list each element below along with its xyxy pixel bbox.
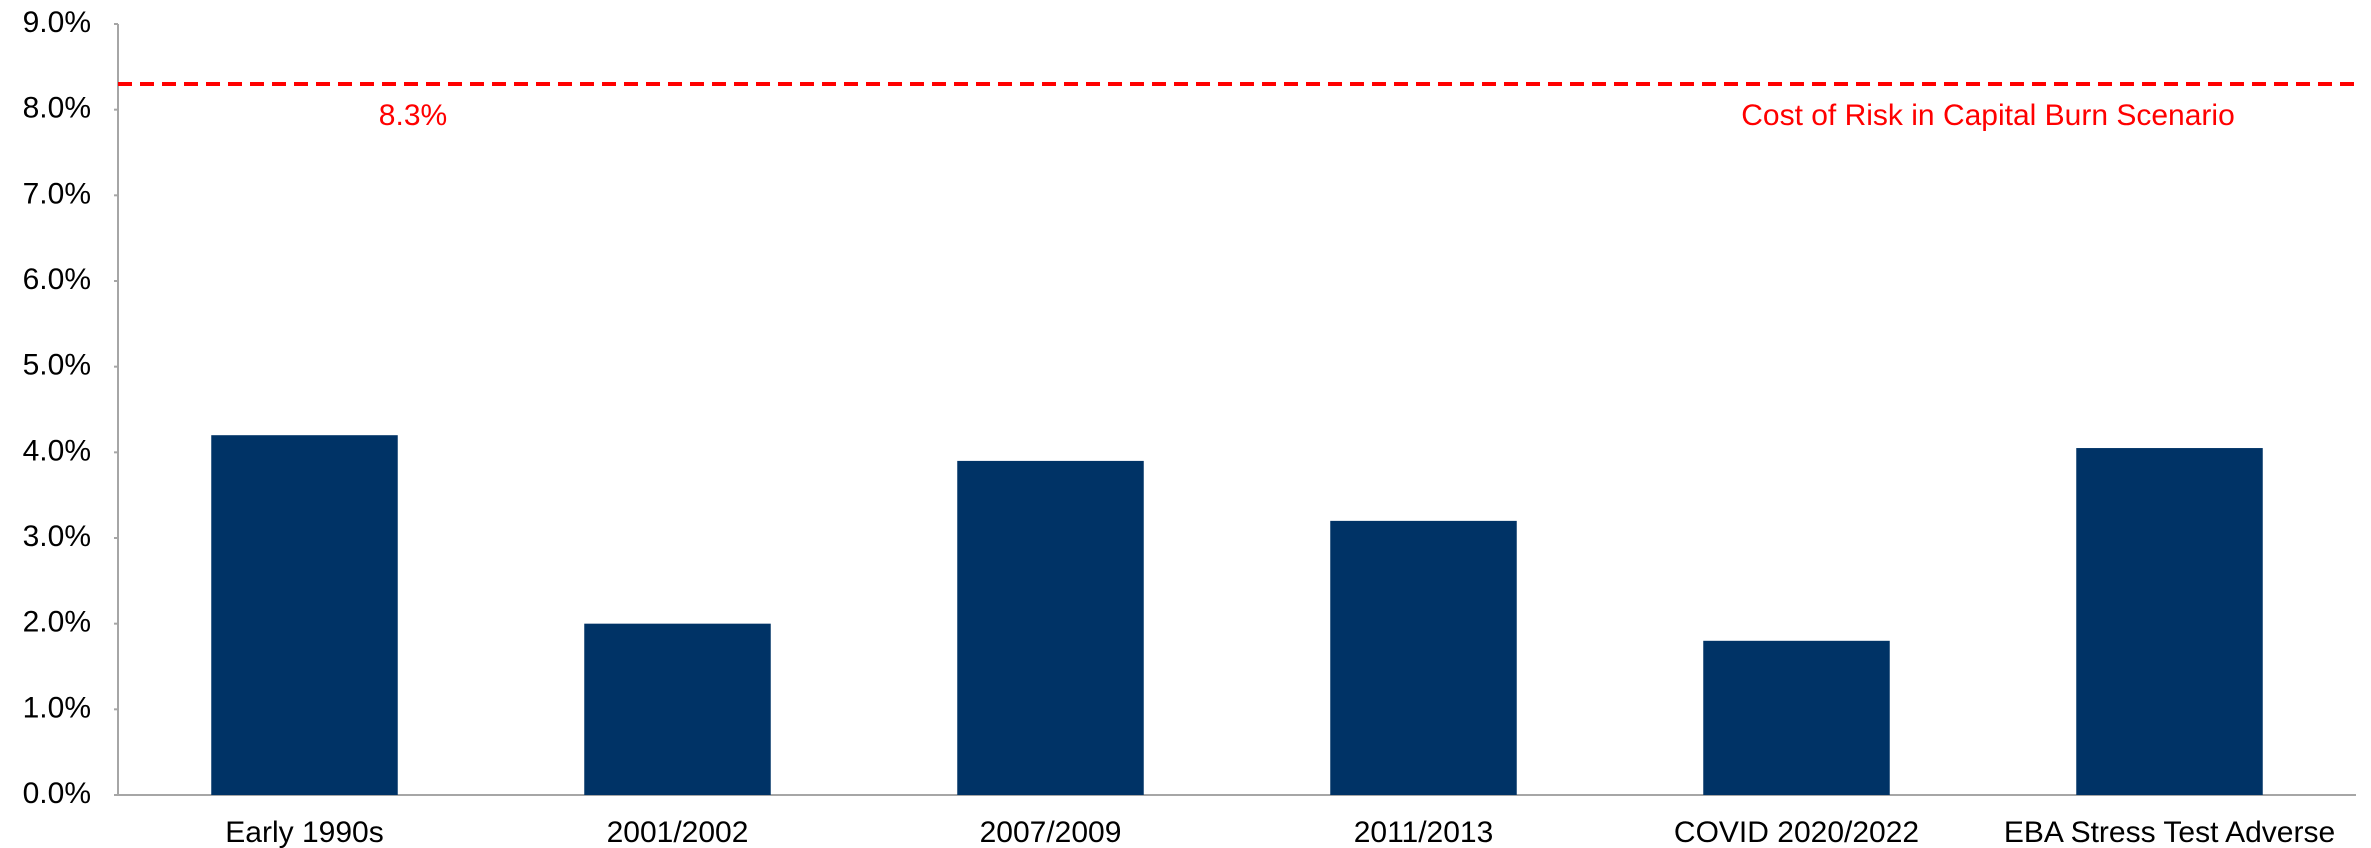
y-tick-label: 5.0% [23,349,91,382]
y-tick-label: 3.0% [23,520,91,553]
y-tick-label: 0.0% [23,777,91,810]
bar [2076,448,2263,795]
reference-name-label: Cost of Risk in Capital Burn Scenario [1741,99,2235,132]
bar [957,460,1144,795]
x-tick-label: Early 1990s [225,816,383,848]
x-tick-label: 2007/2009 [980,816,1122,848]
y-tick-label: 9.0% [23,6,91,39]
reference-value-label: 8.3% [379,99,447,132]
x-tick-label: EBA Stress Test Adverse [2004,816,2335,848]
y-tick-label: 8.0% [23,92,91,125]
bar [584,623,771,795]
x-tick-label: 2011/2013 [1354,816,1494,848]
x-tick-label: COVID 2020/2022 [1674,816,1919,848]
y-tick-label: 1.0% [23,691,91,724]
bar [1330,520,1517,795]
y-tick-label: 4.0% [23,434,91,467]
y-tick-label: 7.0% [23,177,91,210]
bar [1703,640,1890,795]
y-tick-label: 2.0% [23,606,91,639]
bar [211,435,398,795]
y-tick-label: 6.0% [23,263,91,296]
x-tick-label: 2001/2002 [607,816,749,848]
